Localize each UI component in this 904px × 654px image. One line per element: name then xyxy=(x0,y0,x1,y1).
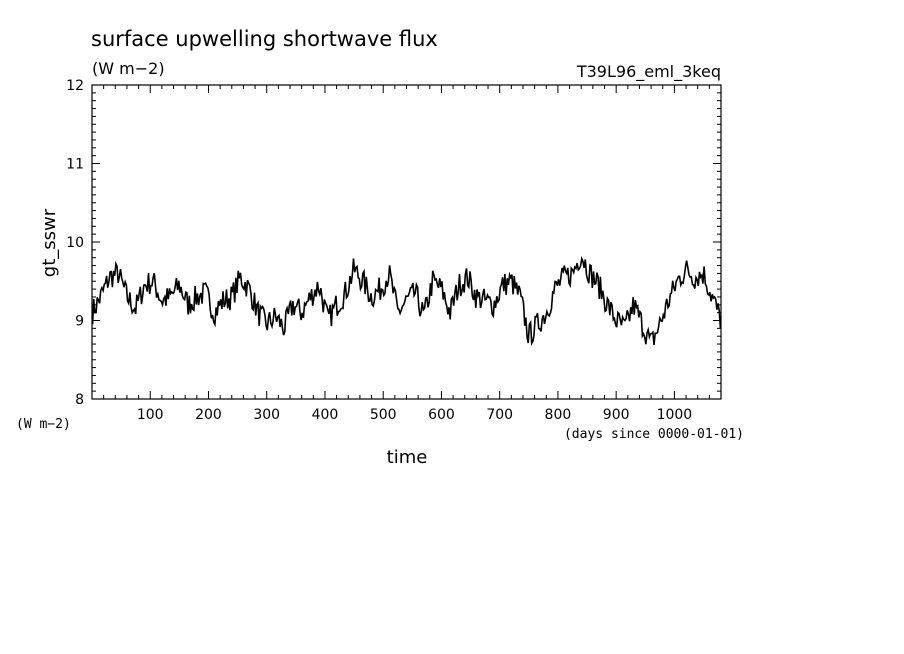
x-tick-label: 800 xyxy=(545,407,572,423)
y-tick-label: 10 xyxy=(66,235,84,251)
y-tick-label: 11 xyxy=(66,157,84,173)
experiment-label: T39L96_eml_3keq xyxy=(576,62,721,82)
x-tick-labels: 100 200 300 400 500 600 700 800 900 1000 xyxy=(137,407,692,423)
x-tick-label: 400 xyxy=(312,407,339,423)
x-tick-label: 1000 xyxy=(657,407,693,423)
x-tick-label: 500 xyxy=(370,407,397,423)
x-tick-label: 900 xyxy=(603,407,630,423)
x-tick-label: 600 xyxy=(428,407,455,423)
y-tick-labels: 8 9 10 11 12 xyxy=(66,78,84,408)
y-axis-units: (W m−2) xyxy=(16,417,71,432)
y-tick-label: 12 xyxy=(66,78,84,94)
y-tick-label: 8 xyxy=(75,392,84,408)
chart-title: surface upwelling shortwave flux xyxy=(91,27,438,51)
x-tick-label: 200 xyxy=(195,407,222,423)
x-axis-label: time xyxy=(387,447,428,468)
title-units: (W m−2) xyxy=(92,59,165,78)
plot-frame xyxy=(91,84,722,400)
x-tick-label: 700 xyxy=(486,407,513,423)
x-tick-label: 300 xyxy=(253,407,280,423)
y-axis-label: gt_sswr xyxy=(39,208,60,277)
axis-ticks xyxy=(92,85,721,399)
y-tick-label: 9 xyxy=(75,314,84,330)
x-axis-units: (days since 0000-01-01) xyxy=(564,427,744,442)
x-tick-label: 100 xyxy=(137,407,164,423)
series-line xyxy=(91,255,722,347)
